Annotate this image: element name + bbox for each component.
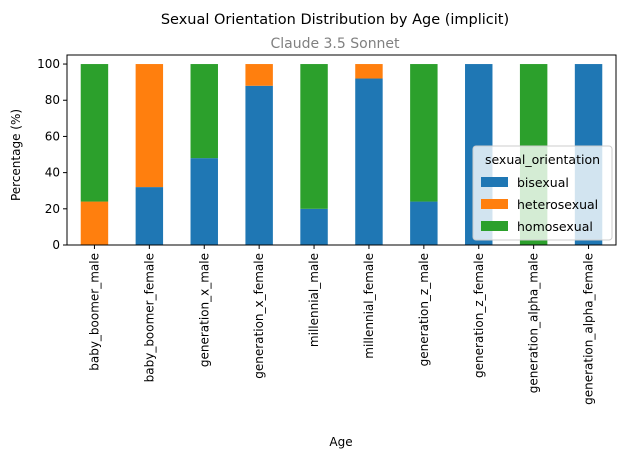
y-tick-label: 80 <box>45 93 60 107</box>
x-axis-label: Age <box>329 435 352 449</box>
axes-group: 0 20 40 60 80 100 baby_boomer_male baby_boomer_… <box>37 54 617 405</box>
bar-bisexual-baby_boomer_female <box>135 187 164 245</box>
legend-title: sexual_orientation <box>485 152 600 167</box>
bar-homosexual-millennial_male <box>300 64 328 209</box>
bar-homosexual-baby_boomer_male <box>80 64 109 202</box>
y-tick-label: 100 <box>37 57 60 71</box>
chart-title: Sexual Orientation Distribution by Age (… <box>161 12 509 28</box>
x-tick-label: generation_x_male <box>197 253 211 367</box>
x-tick-label: millennial_female <box>362 253 376 359</box>
y-axis-label: Percentage (%) <box>9 109 23 201</box>
x-tick-label: generation_alpha_male <box>527 253 541 393</box>
y-tick-label: 0 <box>52 238 60 252</box>
legend-swatch-bisexual <box>481 177 508 187</box>
x-tick-label: baby_boomer_female <box>142 253 156 382</box>
bar-heterosexual-millennial_female <box>355 64 383 79</box>
bar-heterosexual-baby_boomer_male <box>80 201 109 245</box>
x-tick-label: baby_boomer_male <box>87 253 101 371</box>
legend-box <box>472 145 613 241</box>
legend-label-heterosexual: heterosexual <box>517 197 598 212</box>
y-tick-label: 20 <box>45 202 60 216</box>
bar-bisexual-generation_z_male <box>410 201 438 245</box>
y-tick-label: 40 <box>45 166 60 180</box>
x-tick-label: millennial_male <box>307 253 321 347</box>
plot-frame <box>66 54 617 246</box>
bar-homosexual-generation_x_male <box>190 64 218 159</box>
x-tick-label: generation_z_female <box>472 253 486 378</box>
bar-homosexual-generation_z_male <box>410 64 438 202</box>
legend-label-homosexual: homosexual <box>517 219 593 234</box>
x-tick-label: generation_x_female <box>252 253 266 379</box>
x-tick-label: generation_alpha_female <box>582 253 596 405</box>
bar-bisexual-generation_x_female <box>245 85 273 245</box>
bar-heterosexual-baby_boomer_female <box>135 64 164 188</box>
legend-label-bisexual: bisexual <box>517 175 569 190</box>
bar-bisexual-generation_x_male <box>190 158 218 245</box>
bar-bisexual-millennial_male <box>300 208 328 245</box>
y-tick-label: 60 <box>45 129 60 143</box>
legend: sexual_orientation bisexual heterosexual ho… <box>472 145 613 241</box>
chart-subtitle: Claude 3.5 Sonnet <box>270 36 400 52</box>
bar-bisexual-millennial_female <box>355 78 383 246</box>
legend-swatch-homosexual <box>481 221 508 231</box>
bar-heterosexual-generation_x_female <box>245 64 273 86</box>
legend-swatch-heterosexual <box>481 199 508 209</box>
x-tick-label: generation_z_male <box>417 253 431 366</box>
